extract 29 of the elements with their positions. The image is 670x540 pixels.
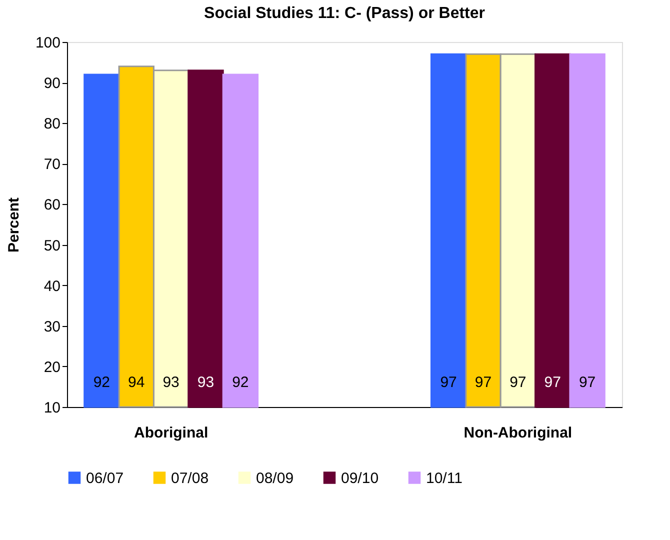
y-tick-label: 50 — [44, 237, 60, 254]
data-label: 93 — [197, 374, 214, 391]
data-label: 97 — [440, 374, 457, 391]
y-axis-title: Percent — [5, 197, 22, 253]
data-label: 97 — [578, 374, 596, 391]
y-tick-label: 60 — [44, 196, 60, 214]
legend-label: 07/08 — [171, 470, 209, 487]
data-label: 97 — [474, 374, 492, 391]
legend-label: 08/09 — [256, 470, 294, 487]
data-label: 93 — [162, 374, 180, 391]
y-tick-label: 90 — [44, 75, 60, 92]
data-label: 92 — [93, 374, 110, 391]
legend-label: 06/07 — [86, 470, 124, 487]
y-tick-label: 70 — [44, 156, 60, 174]
data-label: 97 — [510, 374, 526, 391]
y-tick-label: 10 — [44, 400, 60, 416]
y-tick-label: 30 — [44, 318, 60, 336]
data-label: 92 — [232, 374, 249, 391]
y-tick-label: 100 — [35, 34, 60, 52]
x-tick-label: Aboriginal — [134, 424, 208, 442]
y-tick-label: 20 — [44, 358, 60, 376]
x-tick-label: Non-Aboriginal — [464, 424, 572, 442]
legend-label: 10/11 — [426, 470, 462, 487]
data-label: 94 — [128, 374, 145, 391]
data-label: 97 — [544, 374, 561, 391]
y-tick-label: 40 — [44, 278, 60, 295]
chart-title: Social Studies 11: C- (Pass) or Better — [204, 5, 485, 22]
legend-label: 09/10 — [341, 470, 379, 487]
y-tick-label: 80 — [44, 116, 60, 133]
